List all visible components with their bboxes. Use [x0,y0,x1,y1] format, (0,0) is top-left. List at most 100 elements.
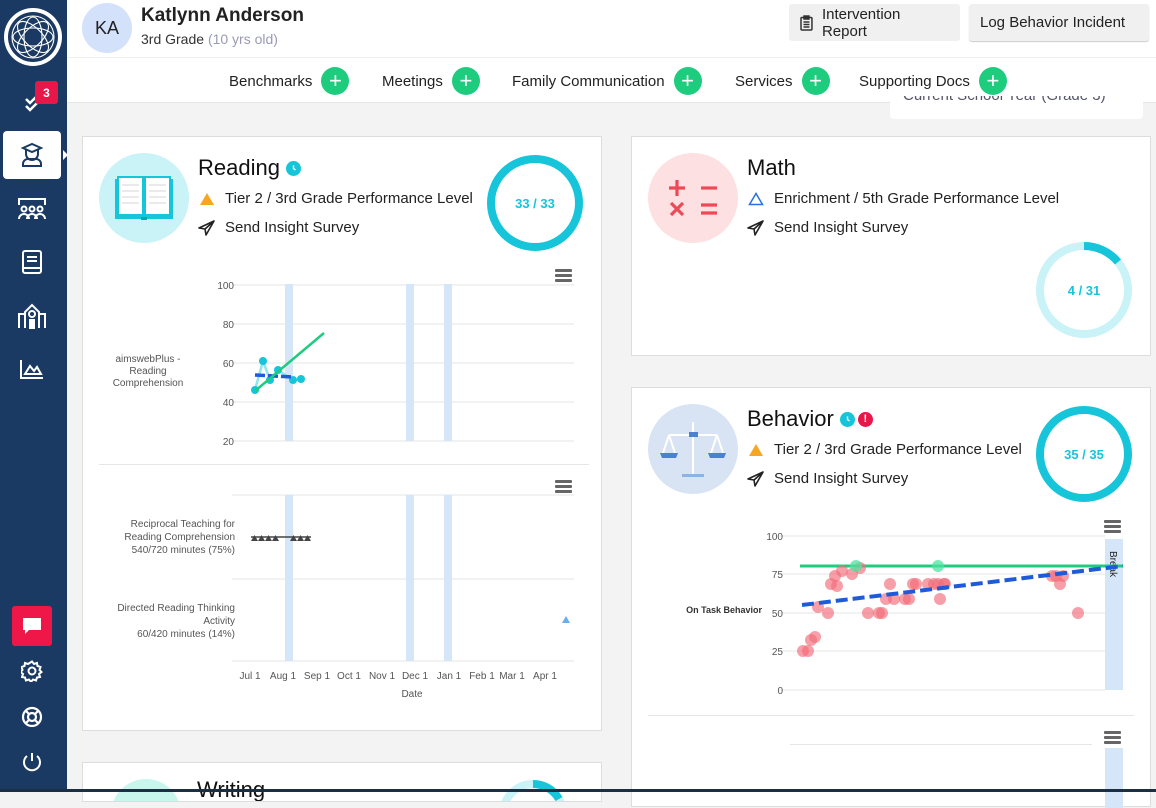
y-axis-label: On Task Behavior [686,605,762,615]
behavior-title-text: Behavior [747,406,834,431]
area-chart-icon [20,360,43,379]
math-send-survey[interactable]: Send Insight Survey [746,219,908,236]
lifebuoy-icon [21,706,43,728]
behavior-progress-ring[interactable]: 35 / 35 [1035,405,1133,503]
subnav-meetings[interactable]: Meetings + [382,67,480,95]
x-axis-label: Date [401,689,423,700]
y-tick-100: 100 [217,281,234,292]
writing-card: Writing [82,762,602,802]
svg-text:Activity: Activity [203,616,235,627]
spirograph-logo-icon [11,15,55,59]
sidebar-item-settings[interactable] [3,647,61,695]
sidebar-item-logout[interactable] [3,738,61,786]
school-year-select[interactable]: Current School Year (Grade 3) [890,96,1143,119]
chart-menu-icon[interactable] [555,269,572,282]
sidebar: 3 [0,0,68,792]
svg-text:540/720 minutes (75%): 540/720 minutes (75%) [132,545,235,556]
log-behavior-incident-label: Log Behavior Incident [980,14,1126,31]
math-card: Math Enrichment / 5th Grade Performance … [631,136,1151,356]
reading-title[interactable]: Reading [198,155,301,181]
svg-text:Reading: Reading [129,366,166,377]
break-band [1105,748,1123,808]
math-progress-label: 4 / 31 [1067,282,1101,298]
behavior-survey-text: Send Insight Survey [774,470,909,487]
add-meeting-icon[interactable]: + [451,67,480,95]
sidebar-item-school[interactable] [3,292,61,340]
chat-button[interactable] [12,606,52,646]
chat-icon [23,618,41,634]
reading-services-chart: Reciprocal Teaching for Reading Comprehe… [117,494,574,700]
student-grade: 3rd Grade (10 yrs old) [141,31,278,47]
sidebar-item-help[interactable] [3,693,61,741]
behavior-progress-label: 35 / 35 [1064,446,1104,462]
add-service-icon[interactable]: + [801,67,830,95]
graduate-icon [20,142,44,167]
subnav-label: Supporting Docs [859,72,970,90]
math-tier: Enrichment / 5th Grade Performance Level [746,190,1059,207]
classroom-group-icon [18,198,46,220]
add-family-communication-icon[interactable]: + [673,67,702,95]
subnav-label: Services [735,72,793,90]
add-supporting-doc-icon[interactable]: + [978,67,1007,95]
service-row-1-label: Reciprocal Teaching for [131,519,236,530]
svg-text:Jul 1: Jul 1 [239,671,261,682]
school-building-icon [18,303,46,329]
svg-text:100: 100 [766,532,783,543]
clock-icon[interactable] [839,411,855,427]
chart-menu-icon[interactable] [555,480,572,493]
add-benchmark-icon[interactable]: + [321,67,350,95]
svg-text:25: 25 [772,647,784,658]
behavior-card: Behavior ! Tier 2 / 3rd Grade Performanc… [631,387,1151,808]
svg-text:Sep 1: Sep 1 [304,671,331,682]
subnav-label: Family Communication [512,72,665,90]
subnav-services[interactable]: Services + [735,67,830,95]
clipboard-icon [800,14,813,31]
math-title-text: Math [747,155,796,180]
reading-card: Reading Tier 2 / 3rd Grade Performance L… [82,136,602,731]
reading-subject-icon [99,153,189,243]
math-survey-text: Send Insight Survey [774,219,909,236]
age-text: (10 yrs old) [207,31,278,47]
svg-text:Apr 1: Apr 1 [533,671,557,682]
log-behavior-incident-button[interactable]: Log Behavior Incident [969,4,1149,41]
clock-icon[interactable] [285,160,301,176]
warning-triangle-icon [749,443,763,456]
behavior-tier-text: Tier 2 / 3rd Grade Performance Level [774,441,1022,458]
reading-send-survey[interactable]: Send Insight Survey [197,219,359,236]
gear-icon [21,660,43,682]
svg-text:40: 40 [223,398,235,409]
sidebar-item-analytics[interactable] [3,345,61,393]
grade-text: 3rd Grade [141,31,205,47]
subnav-benchmarks[interactable]: Benchmarks + [229,67,350,95]
sidebar-item-groups[interactable] [3,184,61,232]
intervention-report-button[interactable]: Intervention Report [789,4,960,41]
subnav-label: Meetings [382,72,443,90]
divider [99,464,589,465]
chart-menu-icon[interactable] [1104,731,1121,744]
student-header: KA Katlynn Anderson 3rd Grade (10 yrs ol… [67,0,1156,58]
svg-text:Oct 1: Oct 1 [337,671,361,682]
book-icon [22,250,42,274]
chart-menu-icon[interactable] [1104,520,1121,533]
subnav-supporting-docs[interactable]: Supporting Docs + [859,67,1007,95]
y-axis-label: aimswebPlus - [115,354,180,365]
svg-text:60: 60 [223,359,235,370]
subnav-family-communication[interactable]: Family Communication + [512,67,702,95]
behavior-subject-icon [648,404,738,494]
math-progress-ring[interactable]: 4 / 31 [1035,241,1133,339]
sidebar-item-students[interactable] [3,131,68,179]
reading-progress-label: 33 / 33 [515,195,555,211]
service-row-2-label: Directed Reading Thinking [117,603,235,614]
student-name: Katlynn Anderson [141,5,304,26]
svg-text:80: 80 [223,320,235,331]
warning-triangle-icon [200,192,214,205]
math-title[interactable]: Math [747,155,796,181]
alert-icon[interactable]: ! [857,411,873,427]
avatar[interactable]: KA [82,3,132,53]
sidebar-item-library[interactable] [3,238,61,286]
behavior-title[interactable]: Behavior ! [747,406,873,432]
math-tier-text: Enrichment / 5th Grade Performance Level [774,190,1060,207]
reading-progress-ring[interactable]: 33 / 33 [486,154,584,252]
behavior-send-survey[interactable]: Send Insight Survey [746,470,908,487]
app-logo[interactable] [4,8,62,66]
